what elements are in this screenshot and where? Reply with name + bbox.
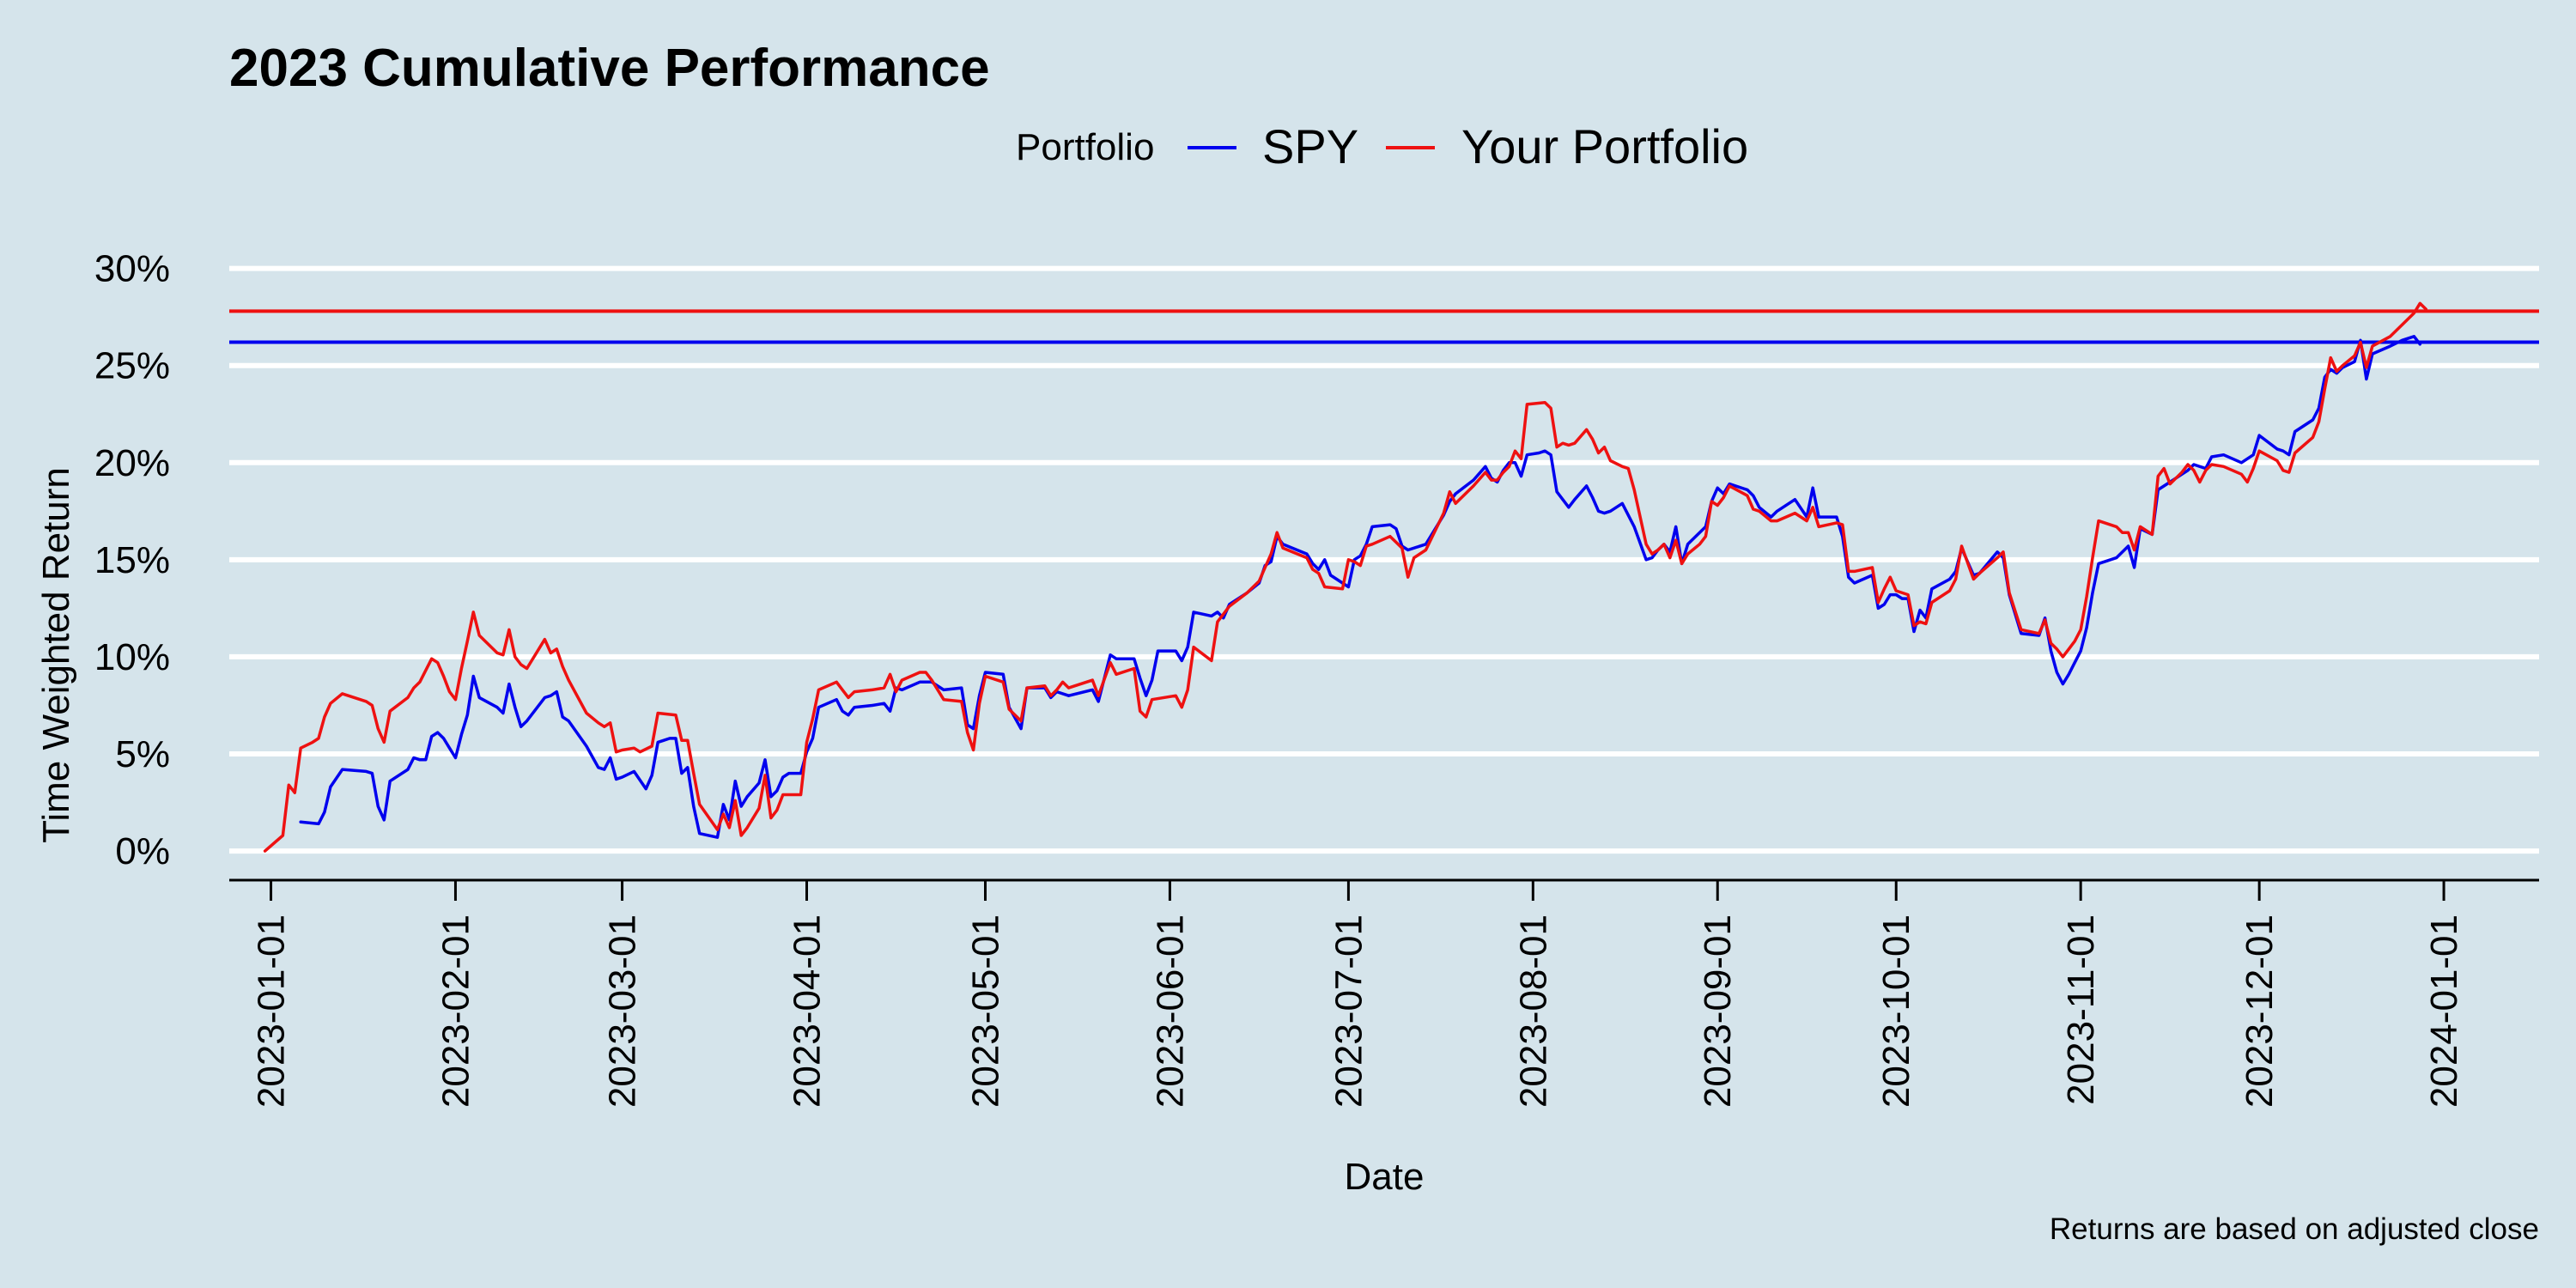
x-tick-label: 2023-01-01	[251, 914, 293, 1108]
y-axis-tick-labels: 0% 5% 10% 15% 20% 25% 30%	[94, 248, 170, 872]
x-tick-label: 2023-08-01	[1512, 914, 1554, 1108]
x-tick-label: 2023-03-01	[602, 914, 644, 1108]
y-tick-label: 15%	[94, 539, 170, 581]
legend-label-spy: SPY	[1262, 119, 1358, 173]
x-tick-label: 2023-04-01	[787, 914, 829, 1108]
y-tick-label: 20%	[94, 442, 170, 484]
x-tick-label: 2023-07-01	[1327, 914, 1370, 1108]
x-tick-label: 2023-11-01	[2060, 914, 2102, 1105]
legend-label-your-portfolio: Your Portfolio	[1461, 119, 1748, 173]
x-tick-label: 2024-01-01	[2423, 914, 2465, 1108]
x-axis-ticks: 2023-01-01 2023-02-01 2023-03-01 2023-04-01…	[251, 880, 2465, 1108]
x-axis-label: Date	[1345, 1156, 1425, 1198]
gridlines	[229, 265, 2539, 854]
series-line-spy	[299, 335, 2422, 839]
series-lines	[263, 301, 2428, 853]
x-tick-label: 2023-10-01	[1875, 914, 1917, 1108]
y-tick-label: 30%	[94, 248, 170, 290]
chart-title: 2023 Cumulative Performance	[229, 39, 990, 98]
reference-lines	[229, 309, 2539, 344]
y-axis-label: Time Weighted Return	[35, 467, 77, 843]
x-tick-label: 2023-06-01	[1149, 914, 1191, 1108]
caption: Returns are based on adjusted close	[2050, 1212, 2539, 1246]
x-tick-label: 2023-12-01	[2239, 914, 2281, 1108]
x-tick-label: 2023-05-01	[964, 914, 1006, 1108]
y-tick-label: 25%	[94, 345, 170, 387]
x-tick-label: 2023-02-01	[434, 914, 477, 1108]
series-line-your-portfolio	[263, 301, 2428, 853]
legend-title: Portfolio	[1016, 126, 1154, 168]
y-tick-label: 10%	[94, 636, 170, 678]
x-tick-label: 2023-09-01	[1697, 914, 1739, 1108]
y-tick-label: 0%	[115, 830, 170, 872]
legend: Portfolio SPY Your Portfolio	[1016, 119, 1748, 173]
y-tick-label: 5%	[115, 733, 170, 775]
